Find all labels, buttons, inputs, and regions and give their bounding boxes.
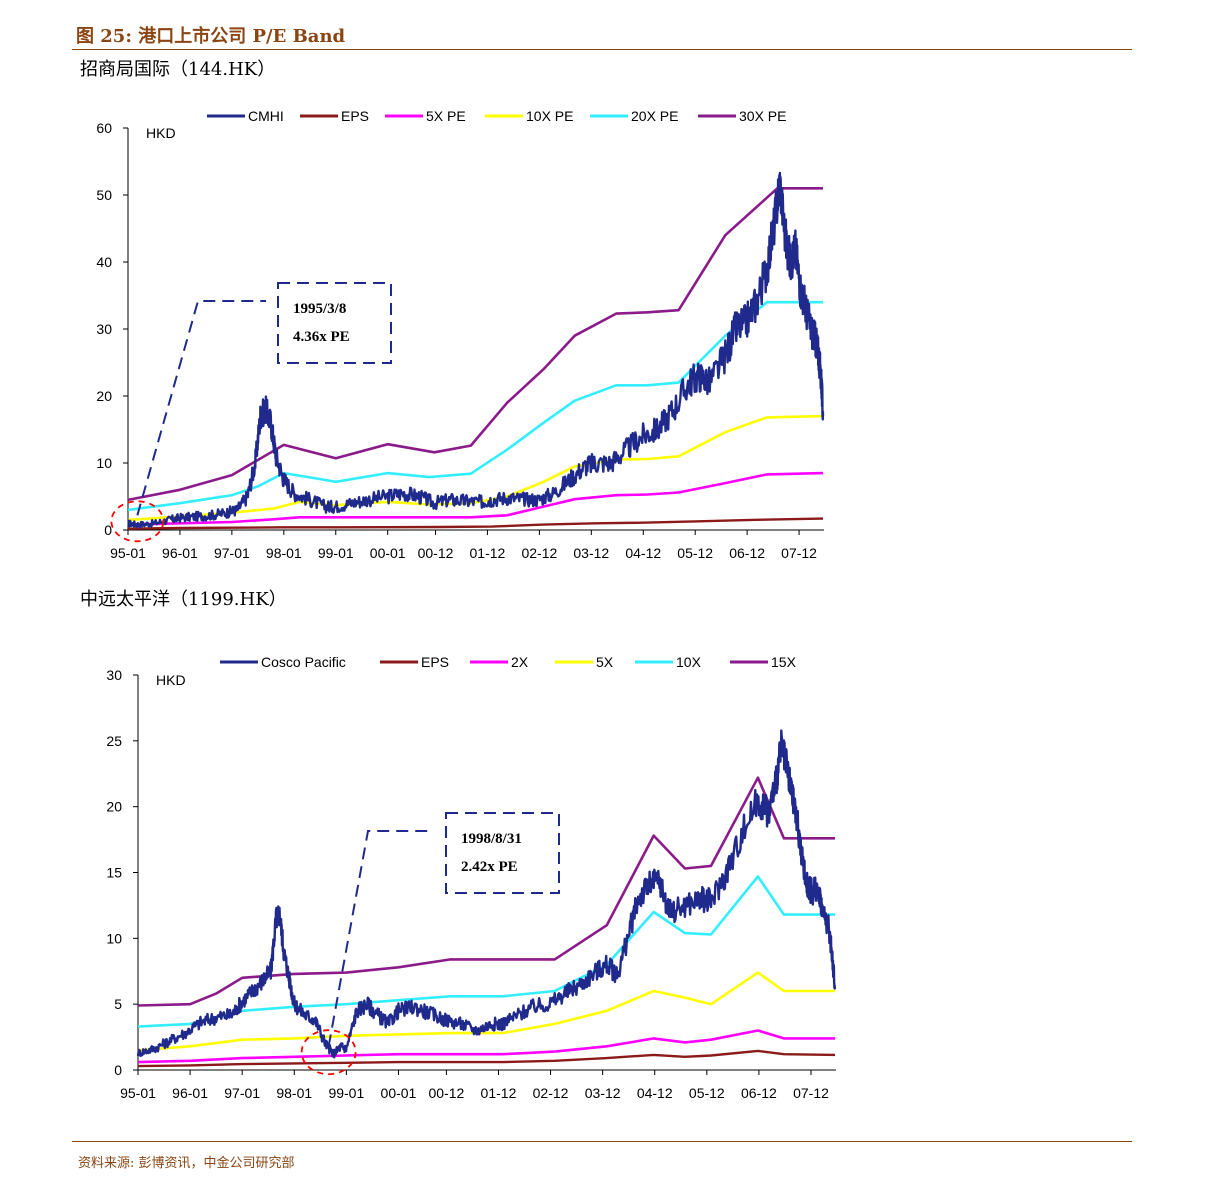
series-line-10x-pe — [127, 414, 824, 522]
y-tick-label: 30 — [96, 321, 112, 337]
legend-label: EPS — [421, 654, 449, 670]
x-tick-label: 01-12 — [470, 545, 506, 561]
chart1-title: 招商局国际（144.HK） — [80, 59, 276, 80]
legend-label: 10X PE — [526, 108, 573, 124]
x-tick-label: 05-12 — [689, 1085, 725, 1101]
series-line-eps — [137, 1049, 836, 1068]
x-tick-label: 97-01 — [224, 1085, 260, 1101]
y-tick-label: 20 — [106, 799, 122, 815]
x-tick-label: 99-01 — [318, 545, 354, 561]
series-line-30x-pe — [127, 187, 823, 502]
annotation-box — [445, 812, 560, 894]
annotation-leader — [327, 830, 434, 1047]
x-tick-label: 00-01 — [370, 545, 406, 561]
annotation-text: 2.42x PE — [461, 859, 518, 875]
annotation-text: 1998/8/31 — [461, 831, 522, 847]
chart-cmhi-pe-band: 0 10 20 30 40 50 60 HKD 95-01 96-01 97-01 98-01 99-0… — [96, 108, 825, 561]
x-tick-label: 03-12 — [573, 545, 609, 561]
y-tick-label: 20 — [96, 388, 112, 404]
x-tick-label: 01-12 — [481, 1085, 517, 1101]
series-line-5x — [137, 971, 835, 1052]
legend-label: 5X PE — [426, 108, 466, 124]
x-tick-label: 95-01 — [120, 1085, 156, 1101]
annotation-text: 4.36x PE — [293, 329, 350, 345]
y-tick-label: 30 — [106, 667, 122, 683]
y-tick-label: 40 — [96, 254, 112, 270]
x-tick-label: 04-12 — [637, 1085, 673, 1101]
x-tick-label: 95-01 — [110, 545, 146, 561]
x-tick-label: 02-12 — [521, 545, 557, 561]
x-tick-label: 98-01 — [276, 1085, 312, 1101]
legend-label: EPS — [341, 108, 369, 124]
x-tick-label: 06-12 — [741, 1085, 777, 1101]
y-tick-label: 60 — [96, 120, 112, 136]
chart2-title: 中远太平洋（1199.HK） — [80, 589, 287, 610]
series-line-20x-pe — [127, 300, 823, 512]
annotation-circle — [110, 500, 165, 543]
series-line-10x — [137, 875, 835, 1028]
x-tick-label: 97-01 — [214, 545, 250, 561]
legend-label: CMHI — [248, 108, 284, 124]
x-tick-label: 96-01 — [162, 545, 198, 561]
x-tick-label: 05-12 — [677, 545, 713, 561]
x-tick-label: 96-01 — [172, 1085, 208, 1101]
series-line-cmhi — [127, 171, 825, 529]
chart-cosco-pacific-pe-band: 0 5 10 15 20 25 30 HKD 95-01 96-01 97-01 98-01 99-01… — [106, 654, 837, 1101]
x-tick-label: 99-01 — [328, 1085, 364, 1101]
x-tick-label: 00-12 — [418, 545, 454, 561]
legend-label: 20X PE — [631, 108, 678, 124]
y-tick-label: 10 — [106, 930, 122, 946]
y-tick-label: 5 — [114, 996, 122, 1012]
x-tick-label: 98-01 — [266, 545, 302, 561]
y-axis-label: HKD — [156, 672, 186, 688]
series-line-15x — [137, 776, 835, 1007]
y-tick-label: 0 — [104, 522, 112, 538]
y-tick-label: 50 — [96, 187, 112, 203]
y-tick-label: 0 — [114, 1062, 122, 1078]
x-tick-label: 07-12 — [781, 545, 817, 561]
legend-label: 5X — [596, 654, 614, 670]
y-tick-label: 10 — [96, 455, 112, 471]
source-note: 资料来源: 彭博资讯，中金公司研究部 — [78, 1156, 295, 1171]
series-line-5x-pe — [127, 471, 824, 526]
figure-title: 图 25: 港口上市公司 P/E Band — [76, 26, 346, 47]
annotation-text: 1995/3/8 — [293, 301, 346, 317]
title-rule — [72, 49, 1132, 50]
legend-label: 10X — [676, 654, 702, 670]
x-tick-label: 07-12 — [793, 1085, 829, 1101]
x-tick-label: 02-12 — [533, 1085, 569, 1101]
legend-label: Cosco Pacific — [261, 654, 346, 670]
legend-label: 15X — [771, 654, 797, 670]
legend-label: 2X — [511, 654, 529, 670]
y-tick-label: 15 — [106, 865, 122, 881]
x-tick-label: 00-12 — [428, 1085, 464, 1101]
legend-label: 30X PE — [739, 108, 786, 124]
x-tick-label: 04-12 — [625, 545, 661, 561]
y-axis-label: HKD — [146, 125, 176, 141]
x-tick-label: 03-12 — [585, 1085, 621, 1101]
annotation-leader — [136, 300, 266, 516]
series-line-2x — [137, 1029, 835, 1064]
footer-rule — [72, 1141, 1132, 1142]
x-tick-label: 00-01 — [381, 1085, 417, 1101]
series-line-cosco-pacific — [136, 729, 837, 1059]
series-line-eps — [127, 517, 824, 530]
annotation-box — [277, 282, 392, 364]
x-tick-label: 06-12 — [729, 545, 765, 561]
y-tick-label: 25 — [106, 733, 122, 749]
